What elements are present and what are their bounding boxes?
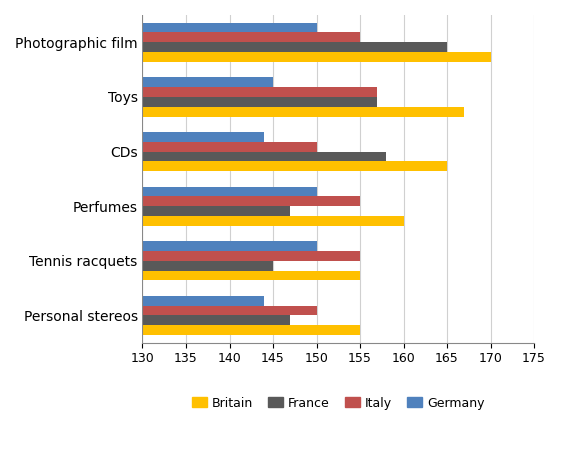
Bar <box>142 97 378 107</box>
Bar <box>142 42 447 52</box>
Bar <box>142 186 316 196</box>
Bar <box>142 196 360 206</box>
Bar <box>142 152 386 161</box>
Legend: Britain, France, Italy, Germany: Britain, France, Italy, Germany <box>187 392 490 414</box>
Bar <box>142 296 264 305</box>
Bar <box>142 33 360 42</box>
Bar <box>142 305 316 315</box>
Bar <box>142 77 273 87</box>
Bar <box>142 161 447 171</box>
Bar <box>142 142 316 152</box>
Bar <box>142 132 264 142</box>
Bar <box>142 270 360 280</box>
Bar <box>142 241 316 251</box>
Bar <box>142 206 291 216</box>
Bar <box>142 107 465 117</box>
Bar <box>142 216 403 226</box>
Bar <box>142 23 316 33</box>
Bar <box>142 52 490 62</box>
Bar <box>142 261 273 270</box>
Bar <box>142 87 378 97</box>
Bar <box>142 325 360 335</box>
Bar <box>142 315 291 325</box>
Bar <box>142 251 360 261</box>
